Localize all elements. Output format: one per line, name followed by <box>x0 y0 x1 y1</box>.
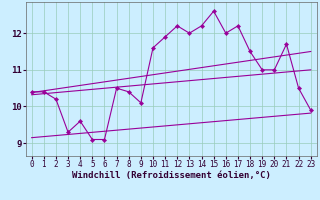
X-axis label: Windchill (Refroidissement éolien,°C): Windchill (Refroidissement éolien,°C) <box>72 171 271 180</box>
